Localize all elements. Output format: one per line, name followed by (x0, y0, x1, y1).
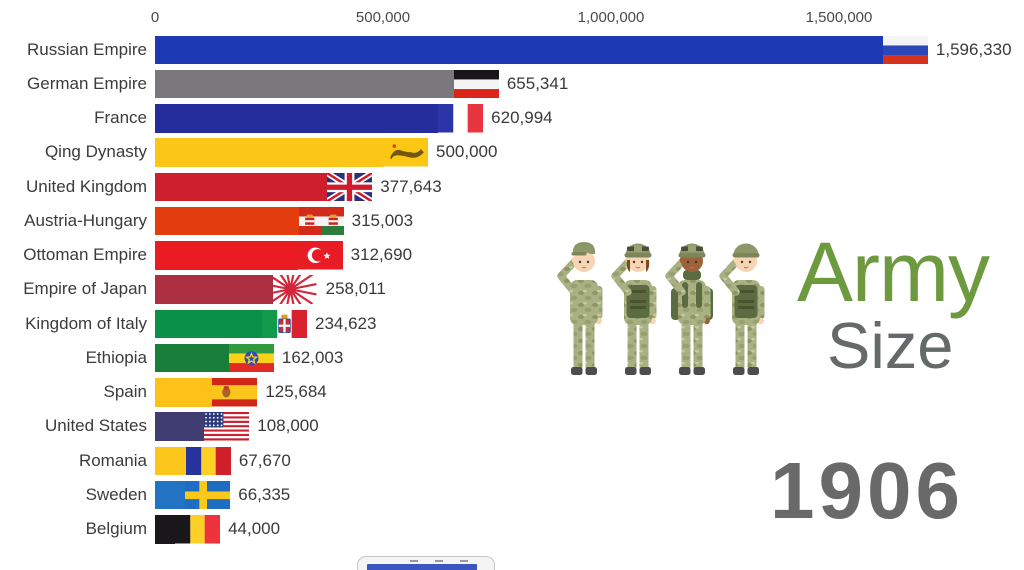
bar-row-belgium: Belgium 44,000 (0, 515, 1024, 544)
bar-row-spain: Spain 125,684 (0, 378, 1024, 407)
flag-uk-icon (327, 172, 373, 201)
value-label: 258,011 (325, 279, 386, 299)
country-label: Sweden (85, 484, 147, 504)
value-label: 162,003 (281, 347, 344, 367)
country-label: United States (44, 416, 147, 436)
flag-qing-icon (383, 138, 428, 167)
flag-usa-icon (204, 412, 250, 441)
bar-row-kingdom-of-italy: Kingdom of Italy 234,623 (0, 309, 1024, 338)
bar-ottoman-empire (155, 241, 298, 270)
soldier-helmet-female-icon (611, 243, 657, 375)
value-label: 655,341 (506, 73, 569, 93)
bar-austria-hungary (155, 206, 299, 236)
bar-row-united-states: United States 108,000 (0, 412, 1024, 441)
flag-sweden-icon (185, 480, 231, 510)
bar-row-austria-hungary: Austria-Hungary 315,003 (0, 206, 1024, 236)
bar-russian-empire (155, 35, 883, 64)
soldier-helmet-vest-icon (719, 243, 765, 375)
title-size: Size (827, 309, 954, 382)
bar-row-ethiopia: Ethiopia 162,003 (0, 343, 1024, 373)
bar-row-german-empire: German Empire 655,341 (0, 69, 1024, 99)
flag-romania-icon (185, 446, 231, 475)
axis-tick-label: 1,500,000 (805, 9, 873, 26)
value-label: 377,643 (380, 176, 442, 196)
country-label: Russian Empire (27, 39, 147, 59)
country-label: Belgium (85, 519, 147, 538)
bar-qing-dynasty (155, 138, 383, 167)
title-army: Army (797, 225, 990, 319)
bar-row-ottoman-empire: Ottoman Empire 312,690 (0, 241, 1024, 270)
bar-kingdom-of-italy (155, 309, 262, 338)
country-label: United Kingdom (26, 176, 147, 196)
bar-row-romania: Romania 67,670 (0, 446, 1024, 475)
bar-belgium (155, 515, 176, 544)
value-label: 234,623 (314, 313, 377, 333)
slider-tick (460, 560, 468, 562)
country-label: German Empire (27, 73, 147, 93)
year-label: 1906 (770, 446, 964, 535)
axis-tick-label: 0 (150, 9, 160, 26)
value-label: 620,994 (491, 108, 553, 127)
flag-ethiopia-icon (228, 343, 274, 373)
soldiers-illustration (557, 242, 765, 375)
country-label: Ethiopia (85, 347, 147, 367)
flag-italy-icon (261, 309, 307, 338)
country-label: Austria-Hungary (24, 210, 147, 230)
bar-united-kingdom (155, 172, 328, 201)
slider-tick (410, 560, 418, 562)
flag-belgium-icon (175, 515, 221, 544)
bar-spain (155, 378, 213, 407)
soldier-cap-icon (557, 242, 603, 375)
soldier-backpack-icon (665, 243, 713, 375)
value-label: 125,684 (265, 382, 327, 401)
bar-row-russian-empire: Russian Empire 1,596,330 (0, 35, 1024, 64)
country-label: Qing Dynasty (44, 142, 147, 162)
axis-tick-label: 1,000,000 (577, 9, 645, 26)
flag-russia-icon (882, 35, 928, 64)
country-label: Kingdom of Italy (25, 313, 147, 333)
country-label: Ottoman Empire (23, 245, 147, 264)
flag-france-icon (438, 104, 484, 133)
bar-row-empire-of-japan: Empire of Japan 258,011 (0, 275, 1024, 304)
bar-empire-of-japan (155, 275, 273, 304)
value-label: 66,335 (238, 484, 291, 504)
bar-romania (155, 446, 186, 475)
value-label: 108,000 (257, 416, 319, 436)
bar-ethiopia (155, 343, 229, 373)
flag-japan-icon (272, 275, 318, 304)
flag-spain-icon (212, 378, 258, 407)
flag-ottoman-icon (297, 241, 343, 270)
slider-tick (435, 560, 443, 562)
country-label: Romania (78, 450, 147, 470)
value-label: 315,003 (351, 210, 414, 230)
slider-progress (367, 564, 477, 570)
bar-france (155, 104, 439, 133)
axis-tick-label: 500,000 (355, 9, 411, 26)
value-label: 312,690 (350, 245, 413, 264)
country-label: Spain (103, 382, 147, 401)
bar-row-sweden: Sweden 66,335 (0, 480, 1024, 510)
flag-german-empire-icon (453, 69, 499, 99)
country-label: France (94, 108, 147, 127)
value-label: 44,000 (228, 519, 281, 538)
bar-row-qing-dynasty: Qing Dynasty 500,000 (0, 138, 1024, 167)
flag-austria-hungary-icon (298, 206, 344, 236)
bar-row-france: France 620,994 (0, 104, 1024, 133)
country-label: Empire of Japan (23, 279, 147, 299)
bar-sweden (155, 480, 186, 510)
value-label: 1,596,330 (935, 39, 1012, 59)
bar-german-empire (155, 69, 454, 99)
timeline-slider[interactable] (357, 556, 495, 570)
value-label: 67,670 (238, 450, 291, 470)
bar-united-states (155, 412, 205, 441)
bar-row-united-kingdom: United Kingdom 377,643 (0, 172, 1024, 201)
value-label: 500,000 (436, 142, 498, 162)
